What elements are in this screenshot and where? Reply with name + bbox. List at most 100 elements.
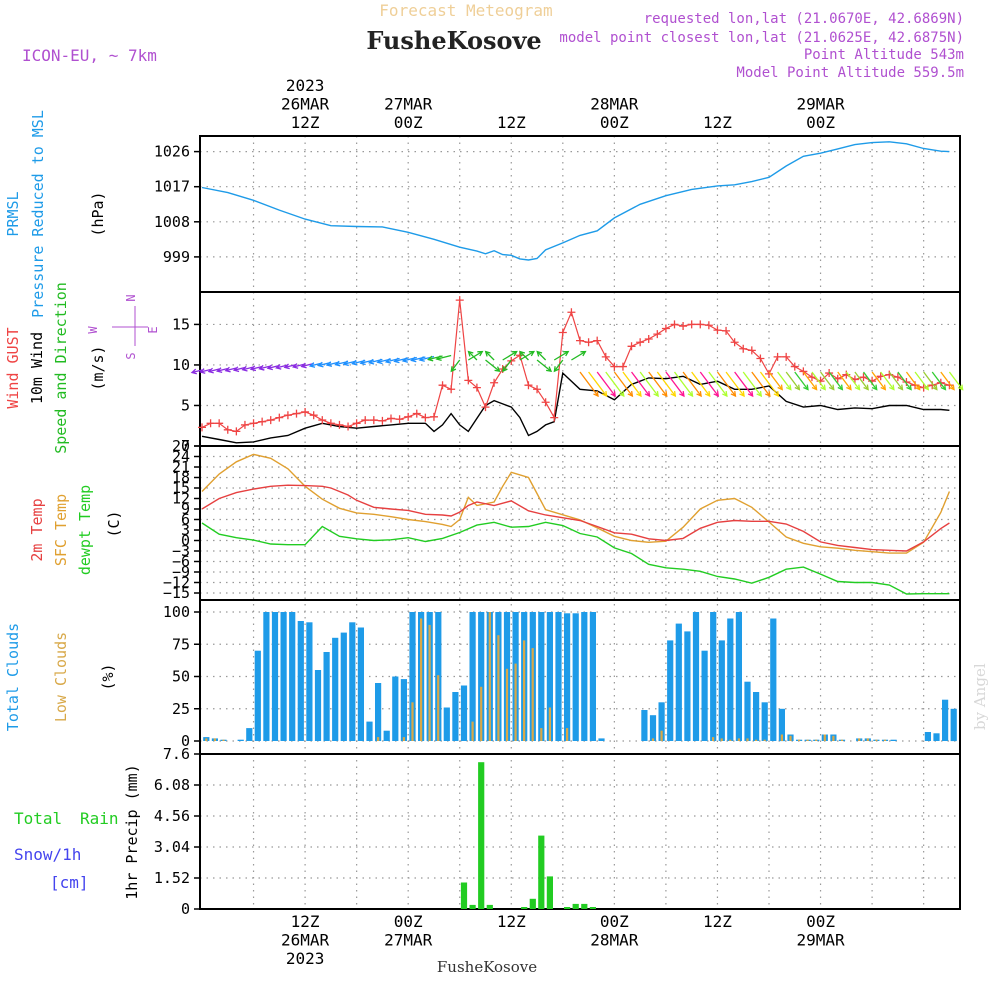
wind-arrow-head: [846, 384, 852, 391]
low-cloud-bar: [712, 737, 715, 741]
wind-arrow-head: [384, 357, 392, 364]
clouds-ytick-label: 100: [163, 603, 190, 621]
wind-arrow-head: [216, 367, 223, 374]
low-cloud-bar: [402, 737, 405, 741]
total-cloud-bar: [924, 732, 931, 741]
wind-arrow-head: [199, 368, 206, 374]
temperature-ytick-label: 24: [172, 448, 190, 466]
gust-marker: [438, 381, 447, 390]
low-cloud-bar: [428, 624, 431, 741]
gust-marker: [661, 324, 670, 333]
wind-arrow: [485, 359, 500, 372]
gust-marker: [722, 326, 731, 335]
wind-arrow-head: [502, 366, 508, 373]
total-cloud-bar: [581, 612, 588, 741]
gust-marker: [215, 419, 224, 428]
total-cloud-bar: [641, 710, 648, 741]
temperature-ytick-label: −6: [172, 553, 190, 571]
precip-ytick-label: 3.04: [154, 838, 190, 856]
wind-arrow-head: [317, 361, 324, 368]
low-cloud-bar: [531, 648, 534, 741]
total-cloud-bar: [692, 612, 700, 741]
total-cloud-bar: [340, 632, 347, 741]
total-cloud-bar: [409, 612, 416, 741]
gust-marker: [223, 425, 232, 434]
gust-marker: [670, 320, 679, 329]
rain-bar: [589, 907, 596, 909]
wind-arrow-head: [519, 350, 526, 357]
wind-arrow: [579, 371, 599, 397]
gust-marker: [833, 374, 842, 383]
low-cloud-bar: [505, 668, 509, 741]
temperature-ytick-label: 9: [181, 500, 190, 518]
wind-ytick-label: 15: [172, 315, 190, 333]
top-time-label: 27MAR: [384, 95, 433, 114]
product-title: Forecast Meteogram: [379, 1, 552, 20]
precip-label-snow: Snow/1h: [14, 845, 81, 864]
location-title: FusheKosove: [366, 26, 541, 55]
point-altitude: Point Altitude 543m: [804, 47, 964, 63]
wind-frame: [199, 291, 961, 447]
gust-marker: [378, 416, 387, 425]
total-cloud-bar: [383, 730, 390, 741]
low-cloud-bar: [763, 739, 766, 741]
wind-arrow: [613, 371, 633, 397]
total-cloud-bar: [375, 683, 382, 741]
wind-arrow-head: [467, 350, 474, 357]
wind-arrow: [948, 371, 964, 390]
wind-arrow: [648, 371, 668, 397]
wind-arrow-head: [351, 359, 358, 366]
wind-arrow: [242, 366, 254, 371]
gust-marker: [206, 419, 215, 428]
wind-arrow-head: [241, 365, 248, 372]
wind-arrow: [785, 371, 800, 390]
gust-marker: [593, 336, 602, 345]
total-cloud-bar: [297, 621, 304, 741]
total-cloud-bar: [933, 733, 940, 741]
temp-label-2: dewpt Temp: [76, 485, 94, 575]
wind-arrow: [656, 371, 676, 397]
compass-rose: N W E S: [86, 294, 160, 359]
wind-arrow-head: [418, 356, 425, 362]
low-cloud-bar: [411, 702, 414, 741]
temperature-ytick-label: 0: [181, 532, 190, 550]
wind-arrow: [631, 371, 651, 397]
temperature-ytick-label: 12: [172, 490, 190, 508]
wind-arrow-head: [957, 384, 964, 391]
gust-marker: [387, 414, 395, 423]
low-cloud-bar: [798, 739, 801, 741]
wind-arrow: [553, 351, 569, 361]
wind-arrow-head: [906, 384, 912, 391]
compass-letter: S: [124, 352, 138, 359]
total-cloud-bar: [942, 699, 949, 741]
wind-arrow: [742, 371, 762, 397]
wind-arrow-head: [376, 358, 383, 365]
wind-ytick-label: 10: [172, 356, 190, 374]
gust-marker: [447, 385, 456, 394]
wind-arrow: [502, 359, 512, 372]
wind-arrow: [820, 371, 835, 390]
wind-arrow: [725, 371, 745, 397]
temperature-ytick-label: 6: [181, 511, 190, 529]
gust-marker: [335, 420, 344, 429]
gust-marker: [472, 383, 481, 392]
wind-arrow-head: [897, 384, 904, 391]
cloud-label-0: Total Clouds: [4, 623, 22, 731]
precip-label-rain: Rain: [80, 809, 119, 828]
total-cloud-bar: [564, 613, 571, 741]
total-cloud-bar: [744, 681, 751, 741]
wind-arrow-head: [785, 384, 792, 391]
top-time-label: 00Z: [394, 113, 423, 132]
wind-ylabel: (m/s): [89, 345, 107, 390]
wind-arrow: [682, 371, 702, 397]
low-cloud-bar: [729, 739, 732, 741]
compass-letter: W: [86, 326, 100, 334]
low-cloud-bar: [651, 738, 655, 741]
bottom-time-label: 00Z: [600, 912, 629, 931]
wind-arrow: [794, 371, 809, 390]
precip-ytick-label: 6.08: [154, 776, 190, 794]
total-cloud-bar: [735, 612, 742, 741]
wind-arrow: [225, 367, 237, 372]
wind-arrow-head: [880, 384, 887, 391]
temp-label-1: SFC Temp: [52, 494, 70, 566]
